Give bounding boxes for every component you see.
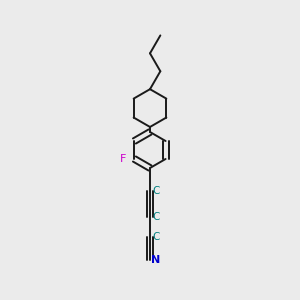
Text: N: N bbox=[151, 255, 160, 266]
Text: C: C bbox=[152, 212, 160, 222]
Text: C: C bbox=[152, 232, 160, 242]
Text: C: C bbox=[152, 186, 160, 197]
Text: F: F bbox=[120, 154, 126, 164]
